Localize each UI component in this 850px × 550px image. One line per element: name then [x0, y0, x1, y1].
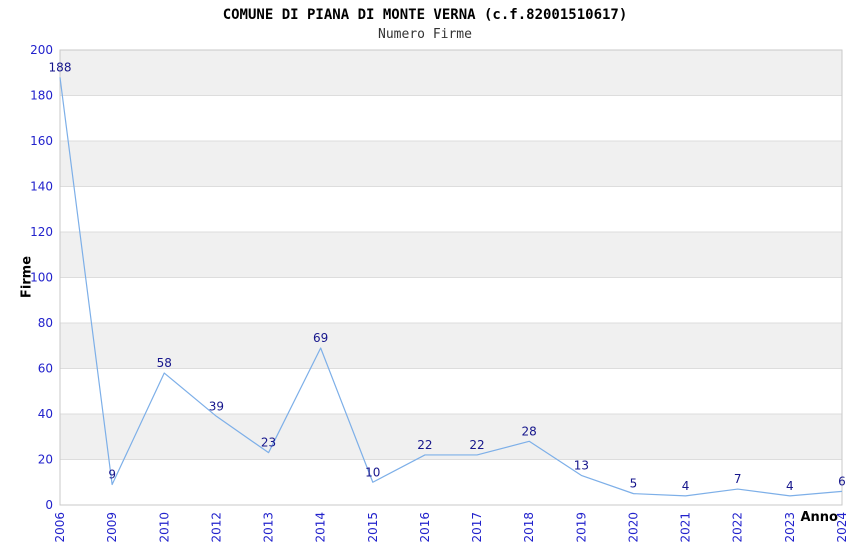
y-tick-label: 100	[30, 271, 53, 285]
plot-band	[60, 95, 842, 141]
data-point-label: 4	[786, 479, 794, 493]
data-point-label: 39	[209, 399, 224, 413]
x-tick-label: 2024	[835, 512, 849, 543]
data-point-label: 28	[522, 424, 537, 438]
x-tick-label: 2010	[157, 512, 171, 543]
plot-band	[60, 414, 842, 460]
plot-band	[60, 277, 842, 323]
plot-band	[60, 50, 842, 96]
plot-band	[60, 232, 842, 278]
data-point-label: 23	[261, 436, 276, 450]
plot-band	[60, 459, 842, 505]
x-tick-label: 2020	[626, 512, 640, 543]
data-point-label: 13	[574, 458, 589, 472]
x-tick-label: 2021	[679, 512, 693, 543]
y-tick-label: 20	[38, 453, 53, 467]
plot-band	[60, 186, 842, 232]
y-tick-label: 180	[30, 89, 53, 103]
data-point-label: 10	[365, 465, 380, 479]
y-tick-label: 40	[38, 407, 53, 421]
plot-band	[60, 323, 842, 369]
data-point-label: 9	[108, 468, 116, 482]
data-point-label: 22	[417, 438, 432, 452]
x-tick-label: 2015	[366, 512, 380, 543]
x-tick-label: 2014	[314, 512, 328, 543]
x-tick-label: 2023	[783, 512, 797, 543]
data-point-label: 5	[630, 477, 638, 491]
plot-border	[59, 49, 843, 506]
x-axis-title: Anno	[800, 510, 838, 525]
data-point-label: 22	[469, 438, 484, 452]
chart-subtitle: Numero Firme	[378, 27, 472, 42]
data-point-label: 69	[313, 331, 328, 345]
x-tick-label: 2018	[522, 512, 536, 543]
y-tick-label: 160	[30, 134, 53, 148]
y-tick-label: 120	[30, 225, 53, 239]
y-tick-label: 140	[30, 180, 53, 194]
x-tick-label: 2022	[731, 512, 745, 543]
plot-band	[60, 368, 842, 414]
x-tick-label: 2013	[262, 512, 276, 543]
y-tick-label: 80	[38, 316, 53, 330]
x-tick-label: 2012	[209, 512, 223, 543]
x-tick-label: 2006	[53, 512, 67, 543]
x-tick-label: 2019	[574, 512, 588, 543]
y-tick-label: 60	[38, 362, 53, 376]
data-point-label: 58	[157, 356, 172, 370]
x-tick-label: 2016	[418, 512, 432, 543]
data-point-label: 188	[49, 60, 72, 74]
plot-band	[60, 141, 842, 187]
data-point-label: 6	[838, 474, 846, 488]
chart-title: COMUNE DI PIANA DI MONTE VERNA (c.f.8200…	[222, 7, 628, 23]
y-tick-label: 200	[30, 43, 53, 57]
x-tick-label: 2009	[105, 512, 119, 543]
data-line	[59, 77, 843, 497]
data-point-label: 7	[734, 472, 742, 486]
x-tick-label: 2017	[470, 512, 484, 543]
y-axis-title: Firme	[19, 255, 35, 299]
data-point-label: 4	[682, 479, 690, 493]
y-tick-label: 0	[45, 498, 53, 512]
